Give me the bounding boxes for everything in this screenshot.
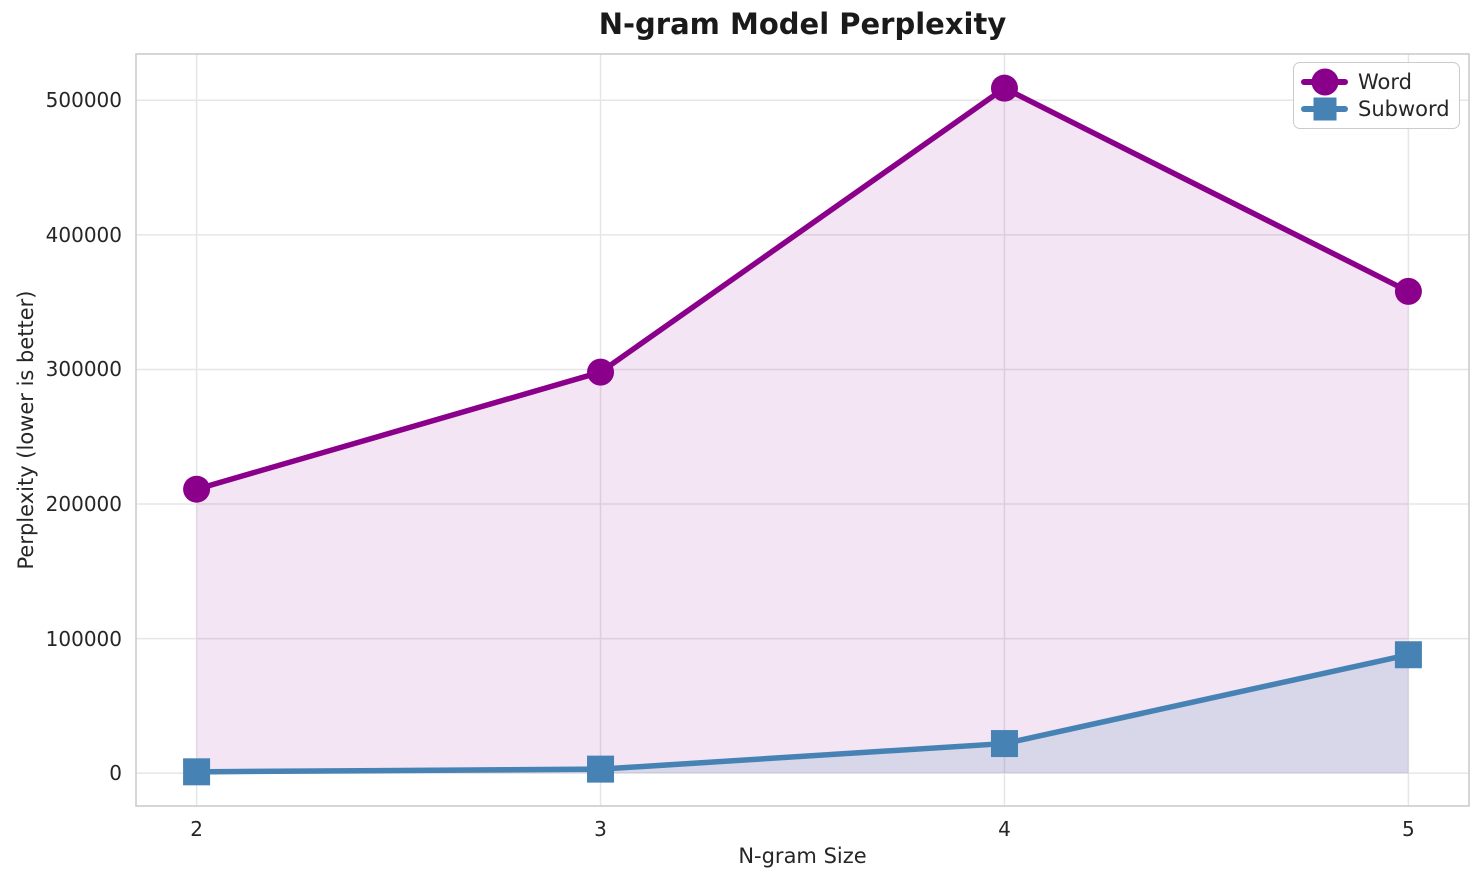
x-tick-label: 2 xyxy=(190,817,203,841)
x-axis-label: N-gram Size xyxy=(738,844,867,868)
legend-item-word: Word xyxy=(1301,68,1449,96)
y-tick-label: 0 xyxy=(109,761,122,786)
legend-label-word: Word xyxy=(1358,69,1412,94)
chart-title: N-gram Model Perplexity xyxy=(598,7,1007,41)
word-data-point xyxy=(587,358,615,386)
word-line xyxy=(193,85,1412,492)
y-tick-label: 500000 xyxy=(45,88,122,113)
subword-data-point xyxy=(1394,641,1422,669)
word-line-circle-marker-icon xyxy=(1301,68,1348,96)
x-tick-label: 3 xyxy=(594,817,607,841)
x-tick-label: 4 xyxy=(998,817,1011,841)
legend: Word Subword xyxy=(1293,62,1460,129)
word-data-point xyxy=(990,74,1018,102)
subword-data-point xyxy=(990,730,1018,758)
subword-area-fill xyxy=(196,654,1409,774)
subword-data-point xyxy=(587,755,615,783)
axes-frame xyxy=(135,53,1470,807)
word-data-point xyxy=(1394,277,1422,305)
x-tick-label: 5 xyxy=(1402,817,1415,841)
y-tick-label: 400000 xyxy=(45,222,122,247)
y-tick-label: 300000 xyxy=(45,357,122,382)
word-area-fill xyxy=(196,88,1409,774)
legend-label-subword: Subword xyxy=(1358,97,1450,122)
word-data-point xyxy=(183,475,211,503)
subword-line xyxy=(193,651,1412,775)
subword-data-point xyxy=(183,758,211,786)
subword-line-square-marker-icon xyxy=(1301,96,1348,123)
legend-item-subword: Subword xyxy=(1301,96,1450,123)
y-axis-label: Perplexity (lower is better) xyxy=(14,290,38,570)
y-tick-label: 100000 xyxy=(45,626,122,651)
y-tick-label: 200000 xyxy=(45,492,122,517)
